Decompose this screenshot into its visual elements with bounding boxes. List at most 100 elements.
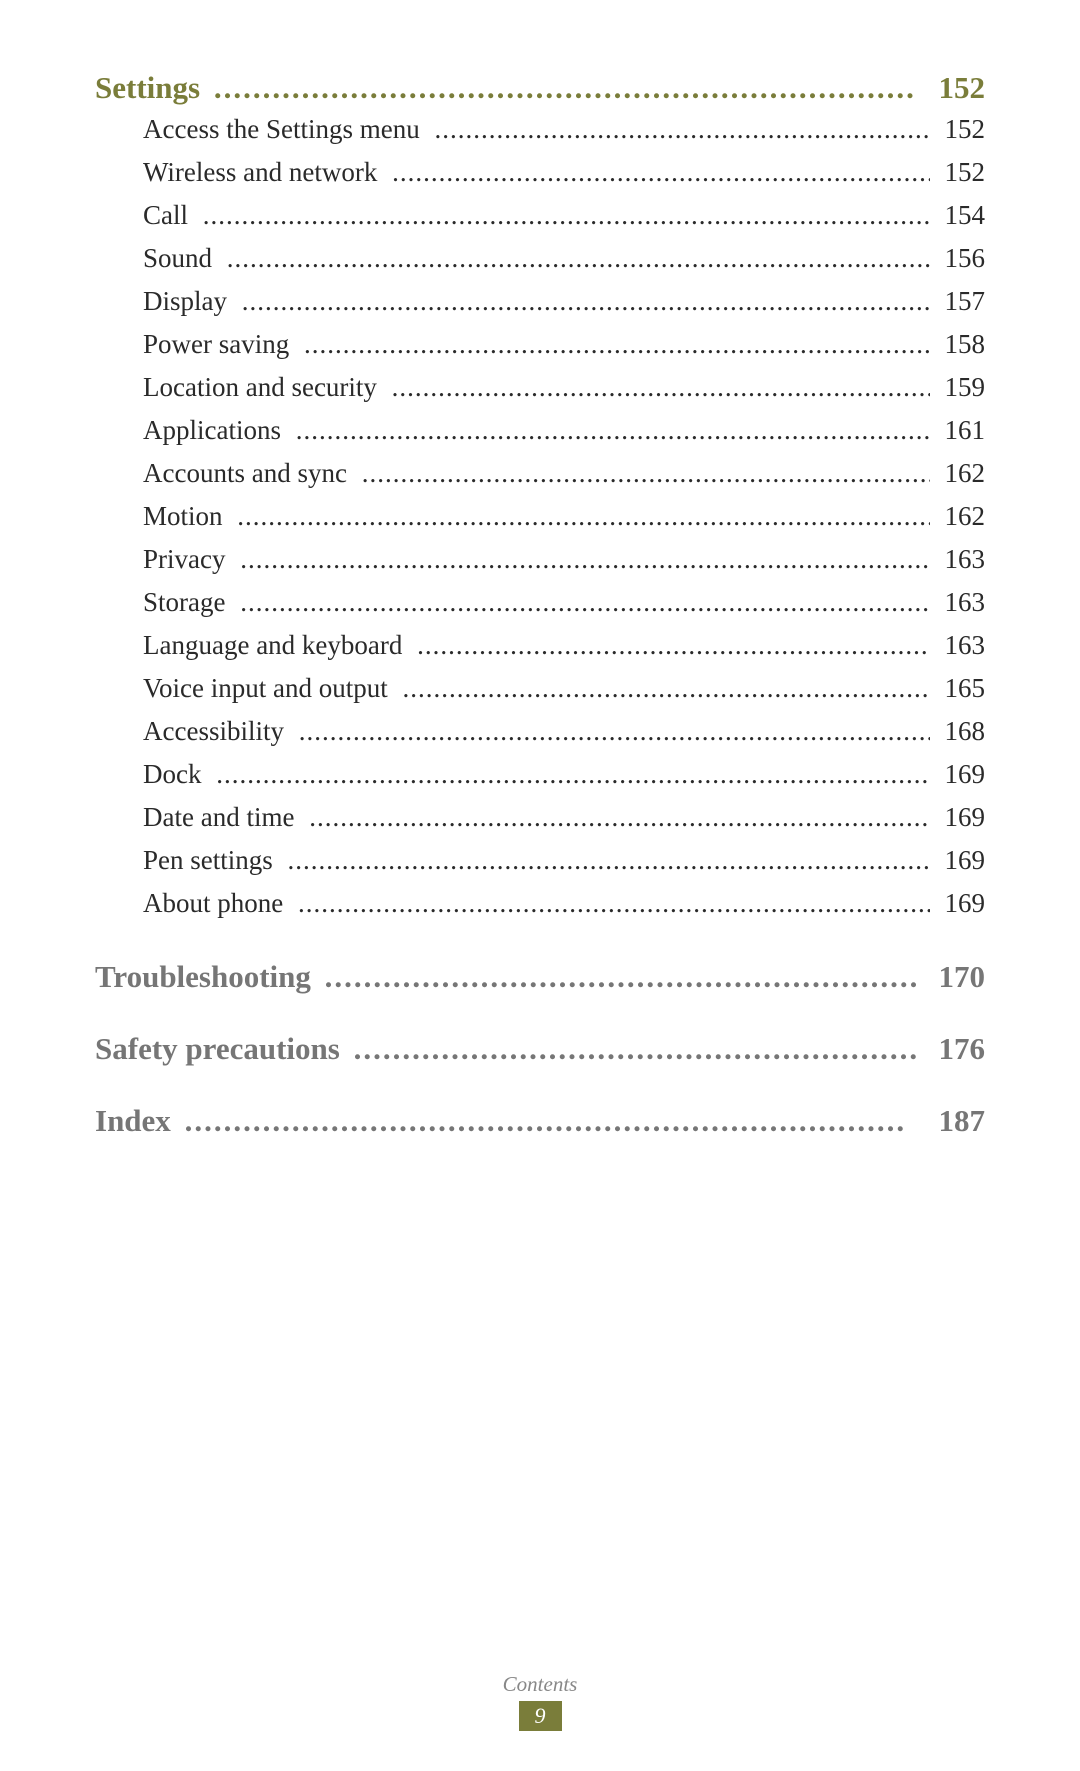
item-page: 163 (945, 587, 986, 618)
toc-item[interactable]: Dock ...................................… (95, 759, 985, 790)
item-space (938, 415, 945, 446)
item-dots: ........................................… (309, 802, 930, 833)
toc-item[interactable]: Display ................................… (95, 286, 985, 317)
item-space (289, 329, 296, 360)
toc-item[interactable]: Call ...................................… (95, 200, 985, 231)
toc-section-safety[interactable]: Safety precautions .....................… (95, 1031, 985, 1067)
item-title: Access the Settings menu (143, 114, 420, 145)
item-space (938, 458, 945, 489)
item-space (377, 372, 384, 403)
item-dots: ........................................… (237, 501, 929, 532)
item-page: 158 (945, 329, 986, 360)
toc-item[interactable]: Sound ..................................… (95, 243, 985, 274)
item-title: Privacy (143, 544, 225, 575)
item-dots: ........................................… (203, 200, 930, 231)
item-space (402, 630, 409, 661)
item-space (938, 501, 945, 532)
toc-item[interactable]: Power saving ...........................… (95, 329, 985, 360)
toc-item[interactable]: Location and security ..................… (95, 372, 985, 403)
item-page: 163 (945, 544, 986, 575)
toc-item[interactable]: Language and keyboard ..................… (95, 630, 985, 661)
section-title: Index (95, 1103, 171, 1139)
item-title: Voice input and output (143, 673, 388, 704)
item-dots: ........................................… (216, 759, 930, 790)
item-space (281, 415, 288, 446)
item-page: 169 (945, 888, 986, 919)
item-space (283, 888, 290, 919)
item-title: Dock (143, 759, 201, 790)
toc-item[interactable]: Privacy ................................… (95, 544, 985, 575)
item-dots: ........................................… (392, 157, 930, 188)
toc-section-settings[interactable]: Settings ...............................… (95, 70, 985, 106)
page-number: 9 (519, 1701, 562, 1731)
section-title: Settings (95, 70, 200, 106)
section-title-space (171, 1103, 179, 1139)
item-space (938, 200, 945, 231)
item-space (938, 544, 945, 575)
item-dots: ........................................… (227, 243, 930, 274)
item-space (938, 372, 945, 403)
item-dots: ........................................… (434, 114, 929, 145)
toc-item[interactable]: Accessibility ..........................… (95, 716, 985, 747)
toc-item[interactable]: About phone ............................… (95, 888, 985, 919)
item-page: 168 (945, 716, 986, 747)
page-footer: Contents 9 (0, 1672, 1080, 1731)
item-page: 163 (945, 630, 986, 661)
item-dots: ........................................… (417, 630, 930, 661)
item-title: Call (143, 200, 188, 231)
item-space (938, 114, 945, 145)
item-title: Applications (143, 415, 281, 446)
item-space (938, 286, 945, 317)
item-dots: ........................................… (240, 587, 930, 618)
section-page-space (923, 70, 939, 106)
item-space (223, 501, 230, 532)
item-space (225, 587, 232, 618)
item-page: 162 (945, 458, 986, 489)
item-space (938, 630, 945, 661)
item-title: Language and keyboard (143, 630, 402, 661)
toc-item[interactable]: Applications ...........................… (95, 415, 985, 446)
item-page: 161 (945, 415, 986, 446)
item-space (377, 157, 384, 188)
section-page: 187 (939, 1103, 986, 1139)
spacer (95, 1075, 985, 1103)
toc-item[interactable]: Date and time ..........................… (95, 802, 985, 833)
toc-item[interactable]: Storage ................................… (95, 587, 985, 618)
toc-item[interactable]: Accounts and sync ......................… (95, 458, 985, 489)
item-dots: ........................................… (304, 329, 930, 360)
item-space (938, 716, 945, 747)
toc-content: Settings ...............................… (0, 0, 1080, 1139)
item-title: Power saving (143, 329, 289, 360)
item-title: Storage (143, 587, 225, 618)
toc-item[interactable]: Wireless and network ...................… (95, 157, 985, 188)
item-dots: ........................................… (288, 845, 930, 876)
item-dots: ........................................… (242, 286, 930, 317)
item-title: Accounts and sync (143, 458, 347, 489)
item-space (938, 759, 945, 790)
toc-section-troubleshooting[interactable]: Troubleshooting ........................… (95, 959, 985, 995)
item-space (225, 544, 232, 575)
toc-item[interactable]: Access the Settings menu ...............… (95, 114, 985, 145)
item-space (938, 888, 945, 919)
item-page: 162 (945, 501, 986, 532)
toc-item[interactable]: Voice input and output .................… (95, 673, 985, 704)
section-page-space (923, 1103, 939, 1139)
item-space (212, 243, 219, 274)
item-page: 169 (945, 759, 986, 790)
item-space (938, 157, 945, 188)
item-space (347, 458, 354, 489)
toc-item[interactable]: Pen settings ...........................… (95, 845, 985, 876)
item-page: 169 (945, 802, 986, 833)
item-dots: ........................................… (402, 673, 929, 704)
item-space (188, 200, 195, 231)
item-title: Sound (143, 243, 212, 274)
toc-section-index[interactable]: Index ..................................… (95, 1103, 985, 1139)
item-dots: ........................................… (240, 544, 930, 575)
item-page: 154 (945, 200, 986, 231)
toc-item[interactable]: Motion .................................… (95, 501, 985, 532)
item-space (201, 759, 208, 790)
item-title: Location and security (143, 372, 377, 403)
section-page-space (923, 959, 939, 995)
item-dots: ........................................… (299, 716, 930, 747)
section-title: Safety precautions (95, 1031, 340, 1067)
